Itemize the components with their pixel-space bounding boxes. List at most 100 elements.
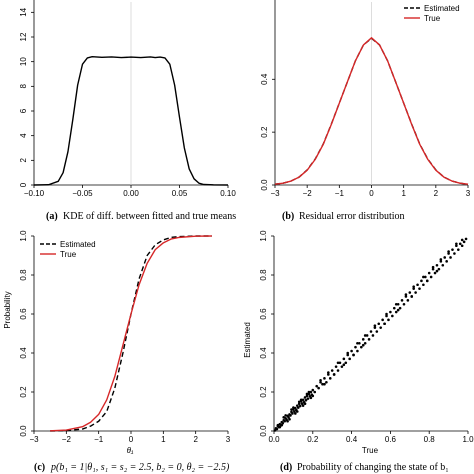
panel-d-scatter-point [402,302,406,306]
panel-d-scatter-point [460,238,464,242]
panel-d-scatter-point [301,398,305,402]
panel-d-caption-label: (d) [280,462,292,473]
panel-d-scatter-point [307,390,311,394]
panel-d-scatter-point [433,271,437,275]
panel-b-xtick-label: −3 [270,189,280,198]
panel-d-scatter-point [455,242,458,246]
panel-b-ytick-label: 0.4 [260,73,269,85]
panel-d-xlabel: True [362,446,379,455]
panel-c-ylabel: Probability [3,291,12,328]
panel-d-scatter-point [458,242,462,246]
panel-d-scatter-point [336,361,340,365]
panel-c-ytick-label: 1.0 [19,230,28,242]
panel-a: −0.10 −0.05 0.00 0.05 0.10 0 2 4 6 8 10 12 14 (a) KD… [19,0,236,222]
panel-d-scatter-point [361,343,365,347]
panel-d-scatter-point [291,412,294,415]
panel-c-ytick-label: 0.2 [19,386,28,398]
panel-d-scatter-point [311,394,315,398]
panel-d-scatter-point [275,427,279,431]
panel-d-scatter-point [365,334,369,337]
panel-c-xtick-label: 0 [129,435,134,444]
panel-d-scatter-point [300,402,304,406]
panel-d-ytick-label: 0.8 [259,269,268,281]
panel-d-scatter-point [348,357,351,361]
panel-d-scatter-point [273,429,277,432]
panel-d-scatter-point [287,416,290,419]
panel-d-scatter-point [373,326,377,329]
panel-d-scatter-point [447,252,450,255]
panel-d-xtick-label: 0.6 [385,435,397,444]
panel-d-scatter-point [299,398,303,402]
panel-d-caption: Probability of changing the state of b₁ [297,462,449,473]
panel-a-caption: KDE of diff. between fitted and true mea… [63,211,236,222]
panel-d-scatter-point [294,406,297,410]
panel-a-xtick-label: 0.00 [123,189,139,198]
panel-b-legend-label: Estimated [424,4,460,13]
panel-d-scatter-point [400,299,404,302]
panel-a-plot: −0.10 −0.05 0.00 0.05 0.10 0 2 4 6 8 10 12 14 [19,0,236,198]
panel-d-xtick-label: 0.0 [268,435,280,444]
panel-d-scatter-point [431,265,435,269]
panel-a-series-line-0 [33,56,229,186]
panel-d-scatter-point [338,361,342,365]
panel-d-scatter-point [342,357,346,361]
panel-d-scatter-point [427,271,431,275]
panel-d-scatter-point [420,279,423,283]
panel-d-scatter-point [457,248,460,251]
panel-d-scatter-point [336,369,340,372]
panel-d-scatter-point [288,418,291,421]
panel-d-scatter-point [389,310,392,314]
panel-d-scatter-point [303,396,307,399]
panel-d-scatter-point [292,406,295,409]
panel-d-scatter-point [369,330,373,333]
panel-d-scatter-point [424,275,427,279]
panel-d-scatter-point [319,380,322,384]
panel-b-xtick-label: 3 [466,189,471,198]
panel-b-xtick-label: −2 [303,189,313,198]
panel-d-scatter-point [363,341,367,345]
panel-d-scatter-point [435,269,439,273]
panel-d-scatter-point [350,349,353,353]
panel-d-scatter-point [406,299,410,302]
panel-d-plot: 0.0 0.2 0.4 0.6 0.8 1.0 0.0 0.2 0.4 0.6 0.8 1.0 [259,230,474,444]
panel-d-scatter-point [445,260,448,263]
panel-d-scatter-point [289,414,292,417]
panel-a-xtick-label: 0.05 [172,189,188,198]
panel-d-scatter-point [443,256,447,259]
panel-d-scatter-point [297,400,301,404]
panel-c-caption-label: (c) [34,462,45,473]
panel-d-ytick-label: 0.6 [259,308,268,320]
panel-d-scatter-point [385,314,388,318]
panel-c-xtick-label: −1 [94,435,104,444]
panel-d-scatter-point [325,380,328,384]
panel-d-scatter-point [303,402,307,406]
panel-c: −3 −2 −1 0 1 2 3 0.0 0.2 0.4 0.6 0.8 1.0 EstimatedTru… [3,230,231,473]
panel-d-scatter-point [328,377,332,380]
panel-c-series-line-estimated [50,235,212,432]
panel-d-scatter-point [297,402,301,406]
panel-d-scatter-point [425,279,429,283]
panel-d-scatter-point [344,361,348,365]
panel-d-xtick-label: 1.0 [462,435,474,444]
panel-d-scatter-point [383,322,386,326]
panel-a-ytick-label: 8 [19,84,28,89]
panel-a-ytick-label: 12 [19,32,28,41]
panel-d-scatter-point [375,330,379,333]
panel-d-scatter-point [278,425,282,429]
panel-d-scatter-point [377,322,381,326]
panel-d-scatter-point [340,365,344,368]
panel-d-scatter-point [412,287,415,290]
panel-b-caption: Residual error distribution [299,211,405,222]
panel-d-scatter-point [298,404,302,408]
panel-d-scatter-point [296,406,300,409]
panel-d-scatter-point [439,258,443,261]
panel-c-xtick-label: −2 [62,435,72,444]
panel-d-scatter-point [396,308,400,312]
panel-d-scatter-point [327,373,330,376]
panel-d-scatter-point [404,295,408,298]
panel-a-xtick-label: 0.10 [220,189,236,198]
panel-d-ylabel: Estimated [243,322,252,358]
panel-c-series-line-true [50,235,212,432]
panel-d-ytick-label: 0.0 [259,425,268,437]
